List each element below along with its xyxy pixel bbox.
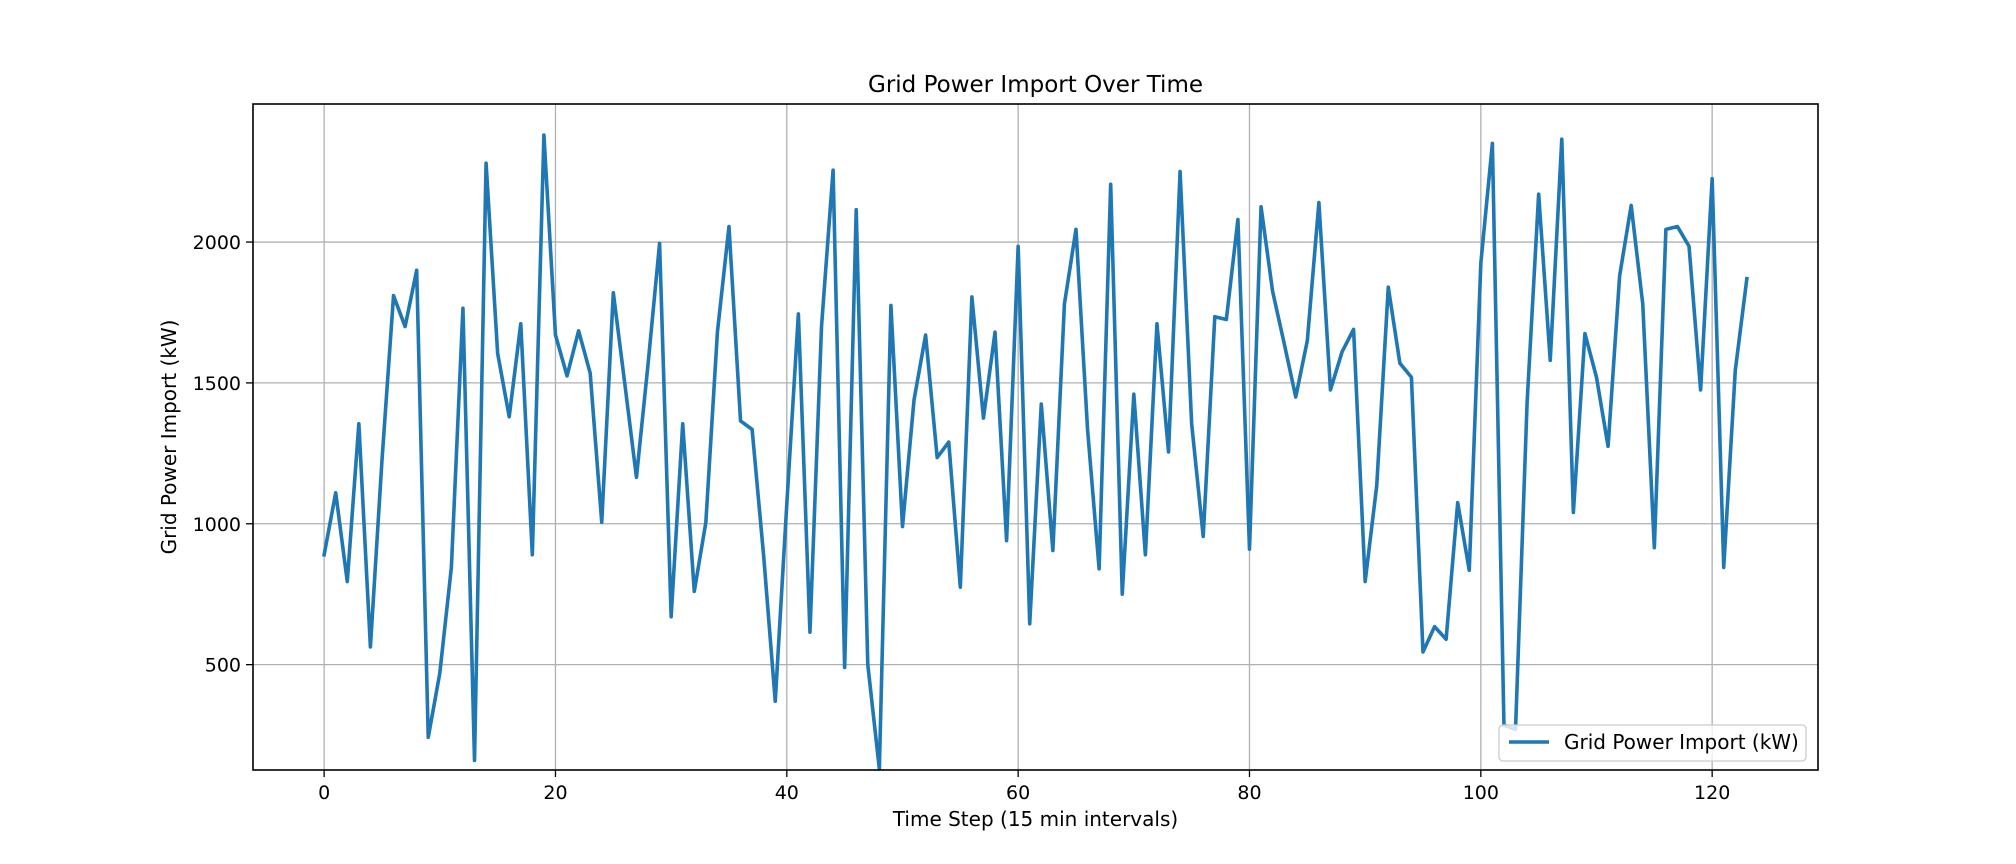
x-tick-label: 60: [1006, 782, 1030, 804]
axis-ticks: 0 20 40 60 80 100 120 500 1000 1500 2000: [193, 232, 1731, 804]
x-tick-label: 100: [1463, 782, 1499, 804]
x-tick-label: 40: [775, 782, 799, 804]
legend-entry-grid-power-import: Grid Power Import (kW): [1564, 730, 1799, 754]
y-tick-label: 1500: [193, 373, 241, 395]
x-tick-label: 0: [318, 782, 330, 804]
x-tick-label: 20: [543, 782, 567, 804]
x-axis-label: Time Step (15 min intervals): [892, 807, 1178, 831]
plot-frame: [252, 103, 1819, 771]
x-tick-label: 120: [1694, 782, 1730, 804]
legend-box: [1498, 724, 1807, 762]
x-tick-label: 80: [1237, 782, 1261, 804]
y-axis-label: Grid Power Import (kW): [157, 320, 181, 555]
y-tick-label: 1000: [193, 514, 241, 536]
legend: Grid Power Import (kW): [1498, 724, 1807, 762]
y-tick-label: 2000: [193, 232, 241, 254]
chart-title: Grid Power Import Over Time: [868, 72, 1203, 98]
y-tick-label: 500: [205, 655, 241, 677]
